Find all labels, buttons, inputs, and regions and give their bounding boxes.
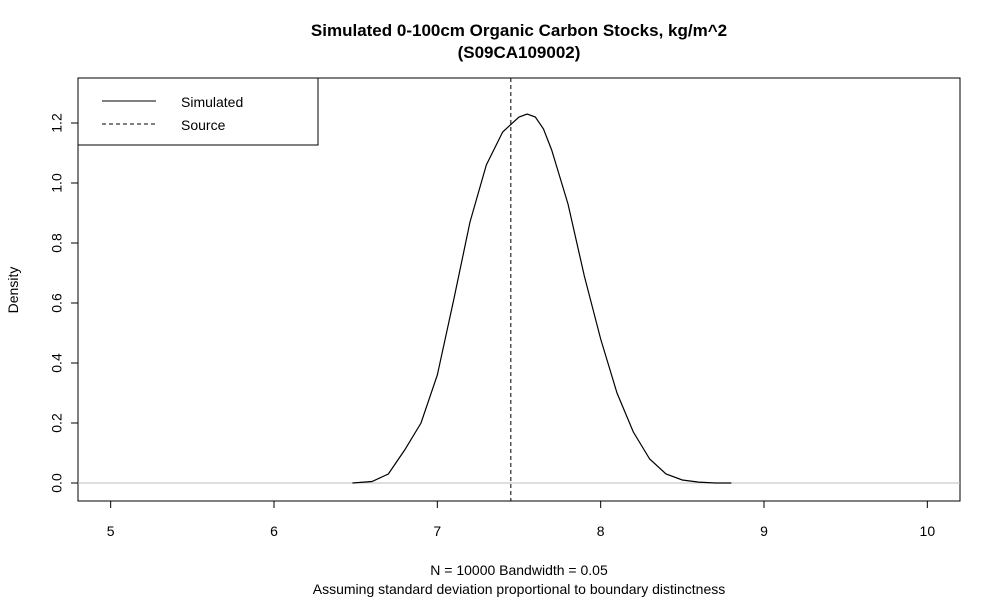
legend: Simulated Source: [77, 77, 319, 146]
legend-simulated-label: Simulated: [181, 94, 243, 110]
x-tick-label: 9: [760, 523, 768, 539]
plot-area-frame: [77, 77, 961, 502]
x-tick-label: 10: [920, 523, 936, 539]
y-tick-label: 0.2: [49, 413, 65, 433]
x-tick-label: 5: [107, 523, 115, 539]
chart-subtitle: (S09CA109002): [458, 43, 581, 62]
y-axis: 0.0 0.2 0.4 0.6 0.8 1.0 1.2: [49, 113, 78, 493]
y-tick-label: 0.0: [49, 473, 65, 493]
legend-box: [77, 77, 319, 146]
x-axis: 5 6 7 8 9 10: [107, 501, 936, 539]
x-tick-label: 7: [433, 523, 441, 539]
footer-note: Assuming standard deviation proportional…: [313, 581, 725, 597]
y-tick-label: 0.8: [49, 233, 65, 253]
y-tick-label: 0.4: [49, 353, 65, 373]
y-axis-label: Density: [5, 267, 21, 314]
legend-source-label: Source: [181, 117, 226, 133]
y-tick-label: 0.6: [49, 293, 65, 313]
y-tick-label: 1.0: [49, 173, 65, 193]
x-tick-label: 8: [597, 523, 605, 539]
x-tick-label: 6: [270, 523, 278, 539]
footer-n-bandwidth: N = 10000 Bandwidth = 0.05: [430, 562, 608, 578]
y-tick-label: 1.2: [49, 113, 65, 133]
series-simulated-line: [352, 113, 732, 484]
chart-title: Simulated 0-100cm Organic Carbon Stocks,…: [311, 21, 727, 40]
